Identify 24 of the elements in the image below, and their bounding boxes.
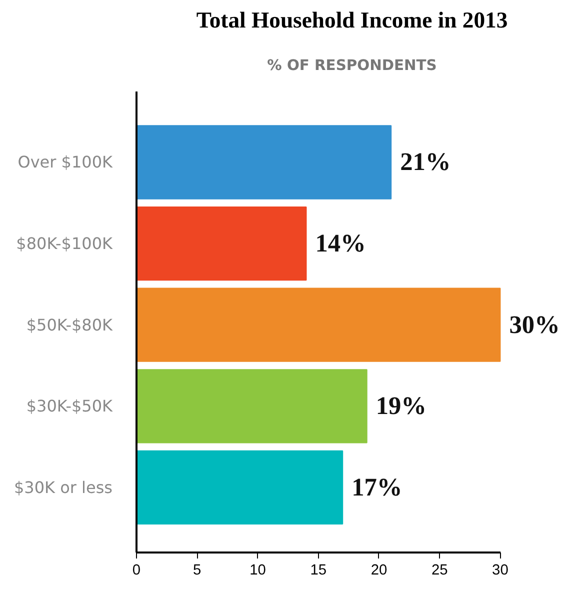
bar	[136, 288, 501, 362]
bar	[136, 206, 307, 281]
y-tick-label: $80K-$100K	[16, 234, 114, 254]
data-label: 17%	[352, 473, 402, 502]
y-tick-label: $30K-$50K	[26, 396, 114, 416]
y-tick-label: $30K or less	[14, 478, 112, 497]
bar	[136, 125, 392, 200]
x-tick-label: 20	[370, 562, 388, 578]
data-label: 21%	[400, 148, 451, 176]
x-tick-label: 5	[193, 562, 202, 578]
x-tick-label: 15	[310, 562, 327, 578]
bar	[136, 369, 368, 444]
x-tick-label: 25	[431, 562, 448, 578]
x-tick-label: 10	[250, 562, 266, 578]
data-label: 19%	[376, 392, 427, 420]
chart-subtitle: % OF RESPONDENTS	[267, 57, 437, 74]
data-label: 30%	[509, 310, 560, 339]
y-tick-label: Over $100K	[18, 152, 114, 172]
bar	[136, 450, 344, 525]
data-label: 14%	[315, 230, 366, 258]
y-tick-label: $50K-$80K	[26, 315, 114, 334]
x-tick-label: 0	[132, 562, 141, 578]
x-tick-label: 30	[492, 562, 508, 578]
chart-title: Total Household Income in 2013	[196, 8, 508, 32]
